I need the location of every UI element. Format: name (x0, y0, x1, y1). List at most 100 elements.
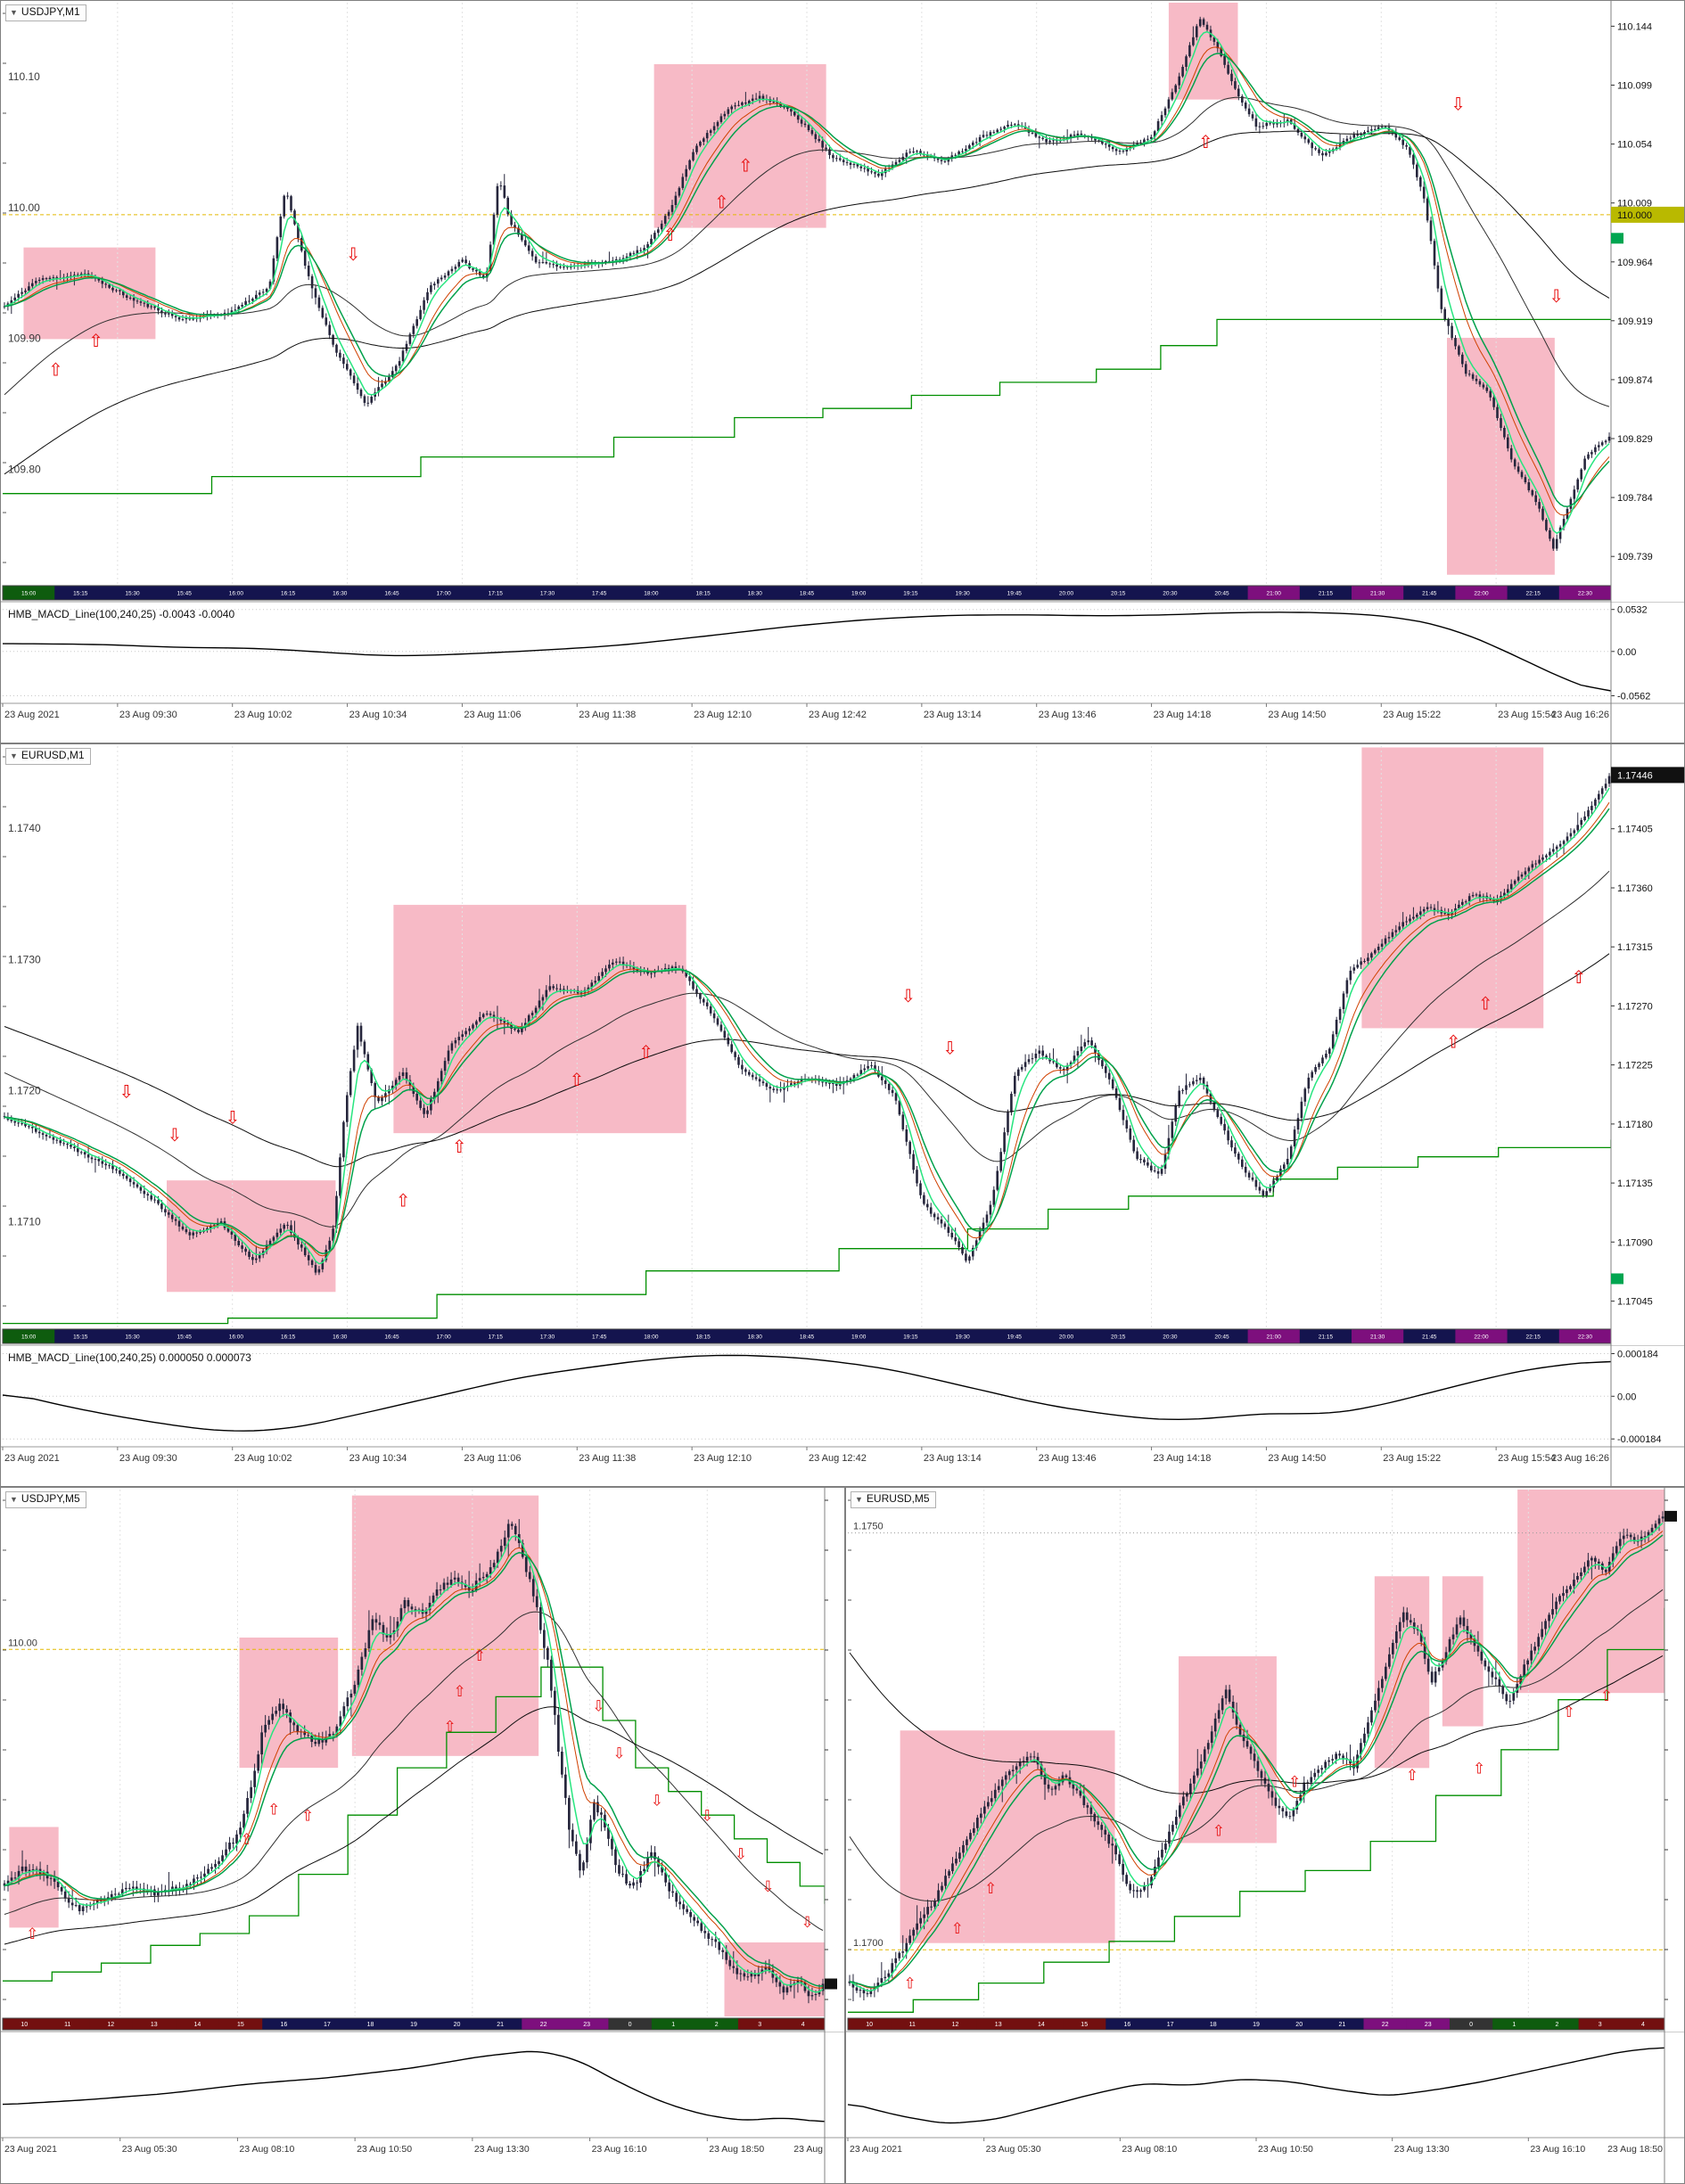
symbol-label[interactable]: ▼ EURUSD,M5 (851, 1491, 936, 1508)
ma-fast (849, 1523, 1664, 1992)
price-plot[interactable]: ⇧ ⇧ ⇧ ⇧ ⇧ ⇧ ⇧ ⇩ ⇩ ⇩ ⇩ ⇩ ⇩ ⇩ (3, 1490, 825, 2023)
time-axis-label: 23 Aug 14:50 (1268, 710, 1326, 720)
time-axis-label: 23 Aug 08:10 (239, 2144, 294, 2155)
time-axis-label: 23 Aug 12:42 (809, 1453, 867, 1464)
session-strip-label: 3 (1599, 2022, 1602, 2028)
time-axis-label: 23 Aug 09:30 (119, 1453, 177, 1464)
chart-window-eurusd-m5[interactable]: ⇧ ⇧ ⇧ ⇧ ⇧ ⇧ ⇧ ⇧ ⇧ 1.1750 1.1700 10 11 12 13 14 15 16 17 18 1… (845, 1487, 1685, 2184)
candles (3, 16, 1611, 551)
signal-arrow-down: ⇩ (592, 1698, 604, 1715)
session-strip-label: 19:30 (955, 1334, 970, 1340)
session-strip-label: 16:30 (333, 1334, 348, 1340)
signal-arrow-up: ⇧ (1406, 1767, 1418, 1784)
signal-arrow-down: ⇩ (226, 1109, 241, 1129)
session-strip-label: 15:45 (177, 590, 193, 596)
price-scale[interactable] (1611, 744, 1684, 1345)
session-strip-label: 2 (715, 2022, 719, 2028)
indicator-scale-label: -0.000184 (1617, 1434, 1662, 1445)
ma-slow-100 (4, 870, 1610, 1227)
session-strip-label: 16:00 (229, 590, 244, 596)
time-axis-label: 23 Aug 14:18 (1154, 710, 1212, 720)
time-axis-label: 23 Aug 2021 (850, 2144, 902, 2155)
session-strip: 15:00 15:15 15:30 15:45 16:00 16:15 16:30 16:45… (2, 1328, 1612, 1344)
time-axis-label: 23 Aug 10:50 (1258, 2144, 1313, 2155)
price-scale-label: 1.17135 (1617, 1178, 1653, 1189)
session-strip-label: 21:30 (1370, 1334, 1385, 1340)
ma-fast (4, 1535, 824, 1993)
session-strip-label: 22:00 (1474, 1334, 1489, 1340)
signal-arrow-up: ⇧ (48, 360, 63, 380)
one-click-trading-arrow-icon[interactable]: ▼ (855, 1495, 863, 1504)
price-scale[interactable] (825, 1488, 844, 2032)
price-scale-label: 109.784 (1617, 493, 1653, 504)
time-axis-label: 23 Aug 11:38 (579, 1453, 636, 1464)
session-strip-label: 15 (1081, 2022, 1088, 2028)
chart-window-usdjpy-m5[interactable]: ⇧ ⇧ ⇧ ⇧ ⇧ ⇧ ⇧ ⇩ ⇩ ⇩ ⇩ ⇩ ⇩ ⇩ 110.00 10 11 12 13 14 15 16 17 18 19… (0, 1487, 845, 2184)
indicator-scale-label: 0.00 (1617, 647, 1636, 658)
chart-window-eurusd-m1[interactable]: ⇩ ⇩ ⇩ ⇧ ⇧ ⇧ ⇧ ⇩ ⇩ ⇧ ⇧ ⇧ 1.1740 1.1730 1.1720 1.1710 15:0… (0, 743, 1685, 1487)
price-plot[interactable]: ⇩ ⇩ ⇩ ⇧ ⇧ ⇧ ⇧ ⇩ ⇩ ⇧ ⇧ ⇧ (3, 746, 1611, 1327)
time-axis-label: 23 Aug 13:14 (924, 1453, 982, 1464)
ma-mid (4, 808, 1610, 1254)
session-strip-label: 21 (1339, 2022, 1346, 2028)
ma-slow-100 (4, 96, 1610, 407)
session-strip-label: 20:45 (1214, 590, 1229, 596)
session-strip-label: 14 (194, 2022, 201, 2028)
price-plot[interactable]: ⇧ ⇧ ⇩ ⇧ ⇧ ⇧ ⇧ ⇩ ⇩ (3, 1, 1611, 584)
signal-arrow-down: ⇩ (942, 1039, 958, 1059)
session-strip-label: 21:45 (1422, 590, 1437, 596)
time-axis-label: 23 Aug 12:10 (694, 710, 752, 720)
session-strip-label: 20:00 (1059, 590, 1074, 596)
session-strip-label: 15:45 (177, 1334, 193, 1340)
symbol-label[interactable]: ▼ USDJPY,M1 (5, 4, 86, 21)
one-click-trading-arrow-icon[interactable]: ▼ (10, 751, 18, 760)
signal-arrow-down: ⇩ (168, 1126, 183, 1145)
price-scale[interactable] (1611, 1, 1684, 602)
price-scale-label: 1.17180 (1617, 1120, 1653, 1130)
one-click-trading-arrow-icon[interactable]: ▼ (10, 1495, 18, 1504)
symbol-label[interactable]: ▼ USDJPY,M5 (5, 1491, 86, 1508)
price-scale-label: 110.099 (1617, 81, 1652, 92)
ma-slow-100 (849, 1589, 1664, 1902)
time-axis-label: 23 Aug 13:14 (924, 710, 982, 720)
session-strip-label: 0 (1469, 2022, 1473, 2028)
left-price-label: 110.00 (8, 201, 40, 214)
price-plot[interactable]: ⇧ ⇧ ⇧ ⇧ ⇧ ⇧ ⇧ ⇧ ⇧ (848, 1490, 1664, 2016)
session-strip-label: 18:30 (748, 1334, 763, 1340)
price-scale-label: 109.874 (1617, 375, 1653, 386)
price-scale[interactable] (1664, 1488, 1684, 2032)
session-strip-label: 15:30 (125, 590, 140, 596)
session-strip: 10 11 12 13 14 15 16 17 18 19 20 21 22 23 0 1 2 3 4 (2, 2017, 826, 2031)
session-strip-label: 16:15 (281, 1334, 296, 1340)
session-strip-label: 16:15 (281, 590, 296, 596)
ma-warm (4, 46, 1610, 516)
price-scale-label: 109.739 (1617, 552, 1653, 562)
session-strip-label: 19 (1253, 2022, 1260, 2028)
session-strip-label: 15:00 (21, 1334, 37, 1340)
session-strip-label: 21:30 (1370, 590, 1385, 596)
signal-arrow-down: ⇩ (735, 1846, 747, 1863)
chart-window-usdjpy-m1[interactable]: ⇧ ⇧ ⇩ ⇧ ⇧ ⇧ ⇧ ⇩ ⇩ 110.10 110.00 109.90 109.80 15:00 15… (0, 0, 1685, 743)
session-strip: 10 11 12 13 14 15 16 17 18 19 20 21 22 23 0 1 2 3 4 (847, 2017, 1665, 2031)
ma-mid (4, 1551, 824, 1987)
current-price-text: 1.17446 (1617, 770, 1653, 781)
symbol-period-text: USDJPY,M1 (21, 5, 80, 18)
session-strip-label: 19:15 (903, 590, 918, 596)
symbol-label[interactable]: ▼ EURUSD,M1 (5, 748, 91, 765)
one-click-trading-arrow-icon[interactable]: ▼ (10, 8, 18, 17)
session-strip-label: 12 (107, 2022, 114, 2028)
signal-arrow-up: ⇧ (26, 1925, 38, 1942)
session-strip-label: 21:45 (1422, 1334, 1437, 1340)
indicator-scale-label: -0.0562 (1617, 692, 1650, 702)
signal-arrow-up: ⇧ (1563, 1704, 1575, 1720)
time-axis-label: 23 Aug 13:46 (1039, 1453, 1097, 1464)
session-strip-label: 18:00 (644, 590, 659, 596)
session-strip-label: 21:15 (1319, 1334, 1334, 1340)
signal-arrow-down: ⇩ (761, 1878, 774, 1895)
chart-canvas[interactable]: ⇩ ⇩ ⇩ ⇧ ⇧ ⇧ ⇧ ⇩ ⇩ ⇧ ⇧ ⇧ 1.1740 1.1730 1.1720 1.1710 15:0… (1, 744, 1684, 1486)
signal-arrow-up: ⇧ (903, 1975, 916, 1992)
